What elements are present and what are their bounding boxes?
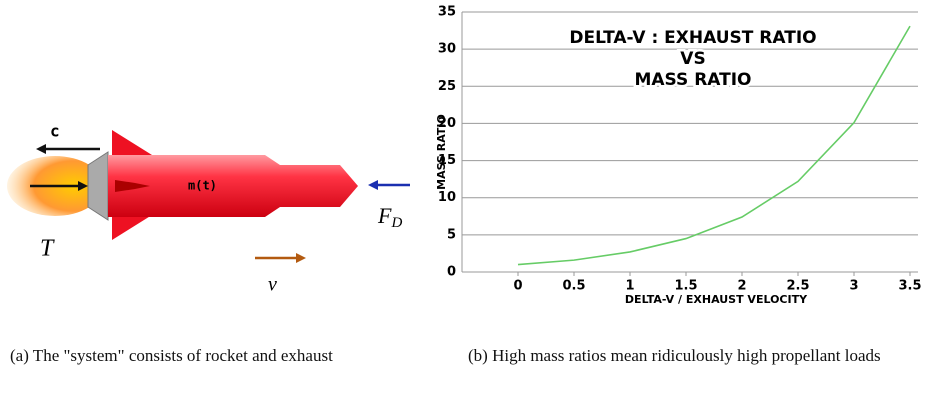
y-tick-label: 0 (447, 265, 456, 280)
x-tick-label: 0 (513, 279, 522, 294)
label: m(t) (188, 179, 217, 193)
label: T (40, 236, 55, 262)
figure: c m(t) T FD v 0 5 10 15 20 25 30 35 0 0.5 1 1.5 2 2.5… (7, 5, 922, 307)
arrow-head (368, 180, 378, 190)
label: v (268, 274, 277, 296)
y-tick-label: 15 (438, 153, 456, 168)
caption: (a) The "system" consists of rocket and … (10, 346, 333, 365)
y-tick-label: 30 (438, 42, 456, 57)
fin (112, 215, 152, 240)
y-tick-label: 20 (438, 116, 456, 131)
fin (112, 130, 152, 155)
arrow-head (296, 253, 306, 263)
chart-title: VS (680, 49, 705, 69)
label-sub: D (390, 215, 402, 231)
y-tick-label: 10 (438, 190, 456, 205)
rocket-body (108, 155, 358, 217)
y-tick-label: 25 (438, 79, 456, 94)
x-tick-label: 3.5 (898, 279, 921, 294)
y-axis-label: MASS RATIO (435, 114, 448, 190)
x-tick-label: 1 (625, 279, 634, 294)
x-tick-label: 2 (737, 279, 746, 294)
x-tick-label: 0.5 (562, 279, 585, 294)
arrow-head (36, 144, 46, 154)
caption: (b) High mass ratios mean ridiculously h… (468, 346, 881, 365)
nozzle (87, 151, 109, 221)
x-tick-label: 3 (849, 279, 858, 294)
x-axis-label: DELTA-V / EXHAUST VELOCITY (625, 293, 808, 306)
label: FD (377, 203, 402, 231)
y-tick-label: 35 (438, 5, 456, 20)
x-tick-label: 1.5 (674, 279, 697, 294)
chart: 0 5 10 15 20 25 30 35 0 0.5 1 1.5 2 2.5 3 3.5 DELTA-V / … (435, 5, 922, 307)
chart-title: DELTA-V : EXHAUST RATIO (569, 28, 816, 48)
inner-arrow (115, 180, 150, 192)
rocket-diagram: c m(t) T FD v (7, 122, 410, 296)
chart-title: MASS RATIO (634, 70, 751, 90)
arrow-head (78, 181, 88, 191)
x-tick-label: 2.5 (786, 279, 809, 294)
y-tick-label: 5 (447, 227, 456, 242)
data-line (517, 25, 911, 266)
label: F (377, 203, 392, 228)
label: c (50, 122, 60, 141)
